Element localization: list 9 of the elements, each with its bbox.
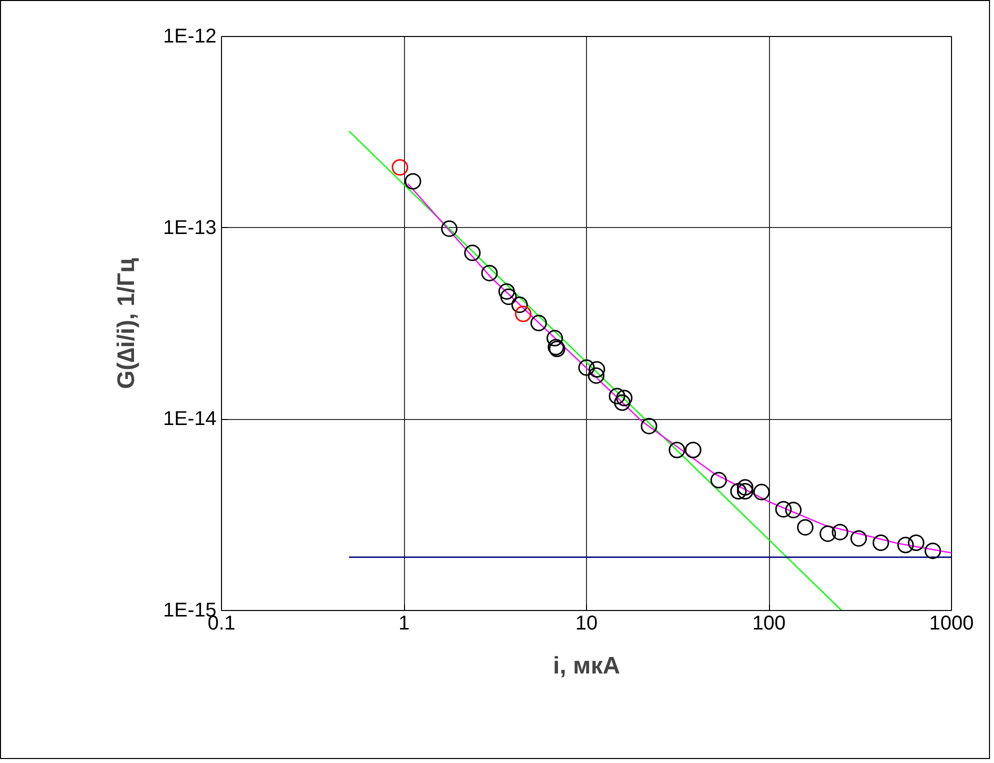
x-tick-label: 10 [575, 612, 598, 634]
x-tick-label: 100 [752, 612, 786, 634]
y-tick-label: 1E-12 [163, 26, 217, 48]
x-tick-label: 1000 [929, 612, 974, 634]
x-tick-label: 1 [398, 612, 410, 634]
x-axis-title: i, мкА [552, 652, 620, 680]
y-tick-label: 1E-14 [163, 408, 217, 430]
y-axis-title: G(∆i/i), 1/Гц [113, 258, 140, 390]
y-tick-label: 1E-13 [163, 216, 217, 239]
